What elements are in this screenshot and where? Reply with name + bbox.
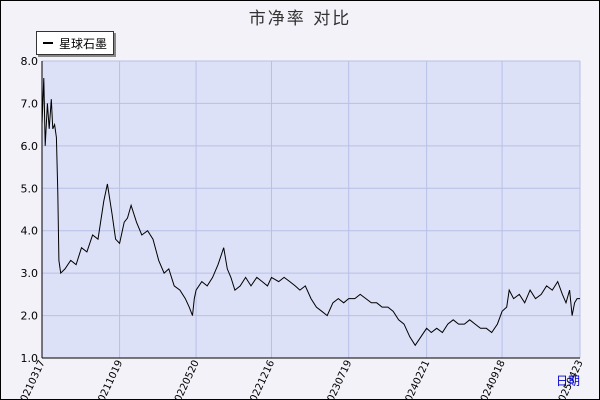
x-tick-label: 20220520 bbox=[170, 359, 201, 400]
plot-area bbox=[42, 61, 580, 358]
y-tick-label: 1.0 bbox=[21, 352, 39, 365]
x-tick-label: 20240221 bbox=[401, 359, 432, 400]
x-tick-label: 20230719 bbox=[323, 359, 354, 400]
series-line bbox=[41, 77, 580, 347]
chart-title: 市净率 对比 bbox=[248, 9, 352, 29]
x-tick-label: 20221216 bbox=[246, 359, 277, 400]
y-tick-label: 4.0 bbox=[21, 225, 39, 238]
y-tick-label: 6.0 bbox=[21, 140, 39, 153]
legend: 星球石墨 bbox=[36, 31, 115, 55]
x-tick-labels: 20210317 20211019 20220520 20221216 20230719… bbox=[16, 359, 585, 400]
y-tick-label: 5.0 bbox=[21, 182, 39, 195]
gridlines bbox=[41, 60, 581, 358]
y-tick-label: 3.0 bbox=[21, 267, 39, 280]
y-tick-label: 2.0 bbox=[21, 310, 39, 323]
y-tick-label: 7.0 bbox=[21, 97, 39, 110]
x-axis-label: 日期 bbox=[556, 374, 581, 388]
x-tick-label: 20240918 bbox=[476, 359, 507, 400]
legend-label: 星球石墨 bbox=[59, 36, 108, 51]
y-tick-labels: 1.0 2.0 3.0 4.0 5.0 6.0 7.0 8.0 bbox=[21, 55, 39, 365]
y-tick-label: 8.0 bbox=[21, 55, 39, 68]
series-lines bbox=[41, 77, 580, 347]
legend-swatch bbox=[43, 42, 53, 44]
x-tick-label: 20211019 bbox=[94, 359, 125, 400]
